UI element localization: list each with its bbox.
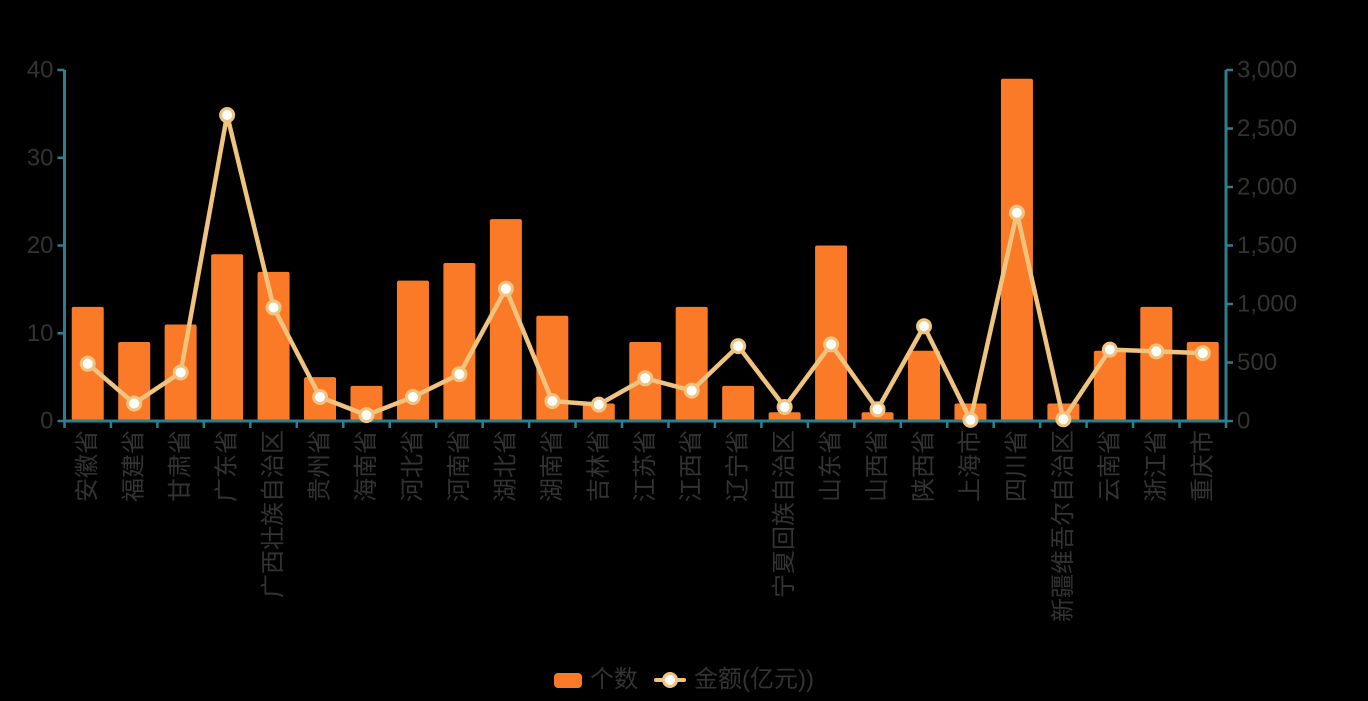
bar — [118, 342, 151, 421]
x-axis-label: 浙江省 — [1143, 430, 1170, 502]
x-axis-label: 重庆市 — [1189, 430, 1216, 502]
x-axis-label: 甘肃省 — [167, 430, 194, 502]
legend-label-count: 个数 — [590, 666, 639, 693]
x-axis-label: 河南省 — [446, 430, 473, 502]
line-point — [451, 366, 468, 383]
x-axis-label: 河北省 — [399, 430, 426, 502]
x-axis-label: 广西壮族自治区 — [260, 430, 287, 598]
line-point — [637, 370, 654, 387]
line-point — [823, 336, 840, 353]
x-axis-label: 新疆维吾尔自治区 — [1050, 430, 1077, 622]
line-point — [172, 364, 189, 381]
x-axis-label: 云南省 — [1096, 430, 1123, 502]
x-axis-label: 江西省 — [678, 430, 705, 502]
x-axis-label: 吉林省 — [585, 430, 612, 502]
bar — [1140, 306, 1173, 421]
bar — [211, 254, 244, 421]
y-left-tick-label: 0 — [40, 408, 53, 435]
y-left-tick-label: 20 — [27, 232, 54, 259]
x-axis-label: 福建省 — [121, 430, 148, 502]
bar — [257, 271, 290, 421]
line-point — [265, 299, 282, 316]
x-axis-label: 山西省 — [864, 430, 891, 502]
line-point — [1008, 204, 1025, 221]
line-point — [404, 389, 421, 406]
x-axis-label: 辽宁省 — [725, 430, 752, 502]
x-axis-label: 山东省 — [818, 430, 845, 502]
bar — [396, 280, 429, 421]
chart-legend: 个数 金额(亿元)) — [554, 665, 814, 695]
x-axis-label: 广东省 — [214, 430, 241, 502]
line-point — [312, 389, 329, 406]
x-axis-label: 湖南省 — [539, 430, 566, 502]
line-point — [1055, 411, 1072, 428]
bar — [536, 315, 569, 421]
x-axis-label: 湖北省 — [492, 430, 519, 502]
line-point — [544, 393, 561, 410]
line-point — [219, 107, 236, 124]
line-series-marker-icon — [654, 672, 687, 689]
line-point — [776, 398, 793, 415]
x-axis-label: 宁夏回族自治区 — [771, 430, 798, 598]
line-point — [126, 395, 143, 412]
y-right-tick-label: 0 — [1237, 408, 1250, 435]
x-axis-label: 江苏省 — [632, 430, 659, 502]
line-point — [1194, 345, 1211, 362]
legend-item-count[interactable]: 个数 — [554, 665, 638, 695]
x-axis-label: 安徽省 — [74, 430, 101, 502]
y-right-tick-label: 1,500 — [1237, 232, 1297, 259]
bar — [675, 306, 708, 421]
legend-item-amount[interactable]: 金额(亿元)) — [654, 665, 814, 695]
bar-series-swatch-icon — [554, 672, 583, 688]
line-point — [497, 280, 514, 297]
bar — [815, 245, 848, 421]
y-right-tick-label: 2,000 — [1237, 174, 1297, 201]
line-point — [358, 407, 375, 424]
line-point — [590, 396, 607, 413]
line-point — [1148, 343, 1165, 360]
line-point — [683, 382, 700, 399]
line-point — [962, 411, 979, 428]
x-axis-label: 贵州省 — [307, 430, 334, 502]
x-axis-label: 上海市 — [957, 430, 984, 502]
y-right-tick-label: 2,500 — [1237, 115, 1297, 142]
x-axis-label: 四川省 — [1003, 430, 1030, 502]
line-point — [730, 338, 747, 355]
bar — [443, 263, 476, 421]
line-point — [916, 318, 933, 335]
x-axis-label: 海南省 — [353, 430, 380, 502]
bar — [768, 412, 801, 421]
y-right-tick-label: 3,000 — [1237, 57, 1297, 84]
x-axis-label: 陕西省 — [911, 430, 938, 502]
legend-label-amount: 金额(亿元)) — [694, 666, 814, 693]
bar — [489, 219, 522, 421]
bar — [908, 350, 941, 421]
y-left-tick-label: 40 — [27, 57, 54, 84]
bar — [1093, 350, 1126, 421]
bar — [1186, 342, 1219, 421]
line-point — [79, 355, 96, 372]
y-right-tick-label: 500 — [1237, 349, 1277, 376]
y-right-tick-label: 1,000 — [1237, 291, 1297, 318]
line-point — [1101, 341, 1118, 358]
y-left-tick-label: 30 — [27, 144, 54, 171]
bar — [1000, 78, 1033, 422]
line-point — [869, 401, 886, 418]
bar — [722, 385, 755, 421]
y-left-tick-label: 10 — [27, 320, 54, 347]
